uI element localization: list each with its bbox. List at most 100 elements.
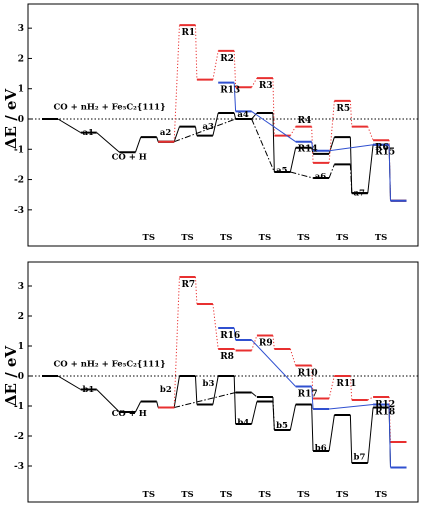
connector [173, 276, 180, 408]
connector [251, 401, 258, 425]
connector [233, 82, 237, 112]
reaction-label: R6 [375, 143, 389, 153]
connector [367, 407, 374, 464]
connector [328, 375, 335, 399]
reaction-label: R11 [336, 379, 356, 389]
reaction-label: R3 [259, 81, 273, 91]
connector [349, 100, 353, 127]
series-4 [218, 81, 407, 202]
connector [328, 164, 335, 179]
y-tick-label: 3 [18, 24, 24, 34]
intermediate-label: b2 [160, 385, 172, 395]
connector [289, 126, 297, 136]
connector [367, 144, 374, 194]
connector [272, 112, 275, 172]
intermediate-label: b1 [82, 385, 94, 395]
y-tick-label: 1 [18, 85, 24, 95]
y-tick-label: 0 [18, 372, 24, 382]
intermediate-label: a6 [315, 172, 327, 182]
reaction-label: R7 [181, 280, 195, 290]
annotation: CO + H [112, 152, 147, 162]
connector [349, 375, 353, 401]
connector [212, 50, 219, 80]
y-tick-label: 1 [18, 342, 24, 352]
connector [212, 112, 219, 136]
connector [251, 392, 258, 398]
series-2 [158, 118, 368, 195]
connector [173, 25, 180, 142]
connector [96, 389, 120, 413]
connector [173, 118, 236, 143]
y-tick-label: 2 [18, 312, 24, 322]
plot-frame [27, 261, 419, 503]
x-tick-label: TS [220, 233, 232, 243]
series-1 [42, 375, 407, 469]
series-3 [158, 276, 407, 443]
connector [173, 375, 180, 408]
connector [251, 111, 296, 143]
reaction-label: R15 [375, 148, 395, 158]
y-tick-label: -1 [14, 145, 24, 155]
y-axis-label: ΔE / eV [2, 89, 20, 150]
connector [96, 132, 120, 153]
connector [251, 335, 258, 351]
chart-panel-2: ΔE / eV 3 2 1 0 -1 -2 -3 R7 R16 R8 R9 R10 R17 R11 R12R1… [2, 261, 419, 503]
connector [328, 100, 335, 163]
connector [367, 396, 374, 401]
reaction-label: R13 [220, 86, 240, 96]
x-tick-label: TS [375, 233, 387, 243]
annotation: CO + H [112, 409, 147, 419]
connector [156, 137, 159, 142]
connector [194, 25, 198, 80]
connector [233, 375, 237, 425]
connector [134, 137, 142, 153]
y-tick-label: 2 [18, 54, 24, 64]
connector [212, 303, 219, 350]
annotation: CO + nH₂ + Fe₅C₂{111} [53, 102, 165, 112]
connector [233, 327, 237, 341]
connector [311, 365, 314, 399]
y-tick-label: -1 [14, 402, 24, 412]
connector [272, 335, 275, 350]
x-tick-label: TS [297, 490, 309, 500]
connector [156, 401, 159, 408]
intermediate-label: b3 [203, 379, 215, 389]
y-tick-label: 0 [18, 115, 24, 125]
connector [311, 141, 314, 151]
connector [57, 118, 81, 134]
x-tick-label: TS [143, 233, 155, 243]
connector [194, 126, 198, 136]
reaction-label: R16 [220, 331, 240, 341]
y-tick-label: 3 [18, 282, 24, 292]
connector [290, 171, 314, 179]
x-tick-label: TS [259, 490, 271, 500]
x-tick-label: TS [181, 490, 193, 500]
x-tick-label: TS [375, 490, 387, 500]
connector [311, 404, 314, 452]
connector [174, 392, 236, 408]
connector [349, 414, 353, 464]
reaction-label: R5 [336, 104, 350, 114]
connector [57, 375, 81, 390]
connector [272, 396, 275, 431]
connector [233, 348, 236, 351]
x-tick-label: TS [259, 233, 271, 243]
series-4 [218, 327, 407, 469]
connector [388, 144, 392, 201]
intermediate-label: a4 [237, 110, 249, 120]
intermediate-label: a5 [276, 166, 288, 176]
connector [251, 339, 297, 387]
y-axis-label: ΔE / eV [2, 346, 20, 407]
connector [194, 375, 198, 405]
connector [328, 137, 335, 154]
connector [233, 50, 237, 88]
intermediate-label: b4 [237, 418, 249, 428]
y-tick-label: -2 [14, 176, 24, 186]
connector [328, 414, 335, 452]
y-tick-label: -3 [14, 206, 24, 216]
connector [328, 144, 374, 152]
connector [367, 126, 374, 141]
reaction-label: R18 [375, 408, 395, 418]
